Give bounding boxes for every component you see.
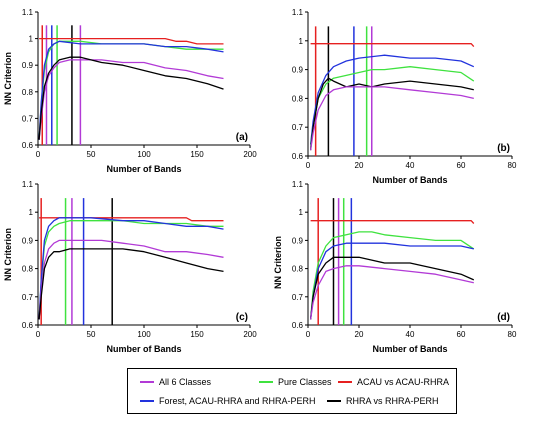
legend-item-pure-classes: Pure Classes xyxy=(259,377,332,387)
x-tick-label: 200 xyxy=(243,150,257,159)
y-tick-label: 0.6 xyxy=(22,321,34,330)
series-line-pure xyxy=(309,231,475,320)
x-tick-label: 80 xyxy=(508,161,517,170)
legend-swatch-forest xyxy=(140,400,154,402)
series-line-all6 xyxy=(309,86,474,151)
series-line-rhra xyxy=(38,248,224,320)
series-line-pure xyxy=(309,66,475,148)
series-line-acau xyxy=(39,37,224,45)
series-line-forest xyxy=(38,40,224,140)
panel-label: (c) xyxy=(236,312,248,323)
series-line-pure xyxy=(38,40,224,140)
panel-3: 0.6 0.7 0.8 0.9 1 1.1 0 50 100 150 200 Number of Ba… xyxy=(3,180,257,354)
legend-label-pure-classes: Pure Classes xyxy=(278,377,332,387)
y-tick-label: 1.1 xyxy=(22,180,34,189)
y-tick-label: 1 xyxy=(299,208,304,217)
x-tick-label: 200 xyxy=(243,330,257,339)
legend-swatch-all-6-classes xyxy=(140,381,154,383)
y-tick-label: 0.9 xyxy=(292,236,304,245)
y-tick-label: 0.9 xyxy=(22,236,34,245)
panel-1: 0.6 0.7 0.8 0.9 1 1.1 0 50 100 150 200 Number of Ba… xyxy=(3,8,257,174)
y-axis-label: NN Criterion xyxy=(3,228,13,281)
legend-item-forest: Forest, ACAU-RHRA and RHRA-PERH xyxy=(140,396,316,406)
series-line-forest xyxy=(38,217,224,320)
legend-item-all-6-classes: All 6 Classes xyxy=(140,377,211,387)
panel-label: (d) xyxy=(497,312,510,323)
panel-4: 0.6 0.7 0.8 0.9 1 1.1 0 20 40 60 80 Number of Bands… xyxy=(273,180,517,354)
x-axis-label: Number of Bands xyxy=(372,175,447,185)
x-tick-label: 40 xyxy=(406,161,415,170)
series-line-all6 xyxy=(309,265,474,320)
x-tick-label: 0 xyxy=(36,150,41,159)
y-tick-label: 0.7 xyxy=(292,293,304,302)
series-line-acau xyxy=(39,217,224,222)
x-axis-label: Number of Bands xyxy=(372,344,447,354)
y-tick-label: 1.1 xyxy=(292,8,304,17)
legend-swatch-rhra-vs-rhra-perh xyxy=(327,400,341,402)
series-line-all6 xyxy=(38,239,224,320)
y-tick-label: 1.1 xyxy=(292,180,304,189)
x-tick-label: 50 xyxy=(87,150,96,159)
x-tick-label: 150 xyxy=(190,330,204,339)
y-axis-label: NN Criterion xyxy=(273,236,283,289)
panel-2: 0.6 0.7 0.8 0.9 1 1.1 0 20 40 60 80 Number of Bands… xyxy=(292,8,517,185)
x-tick-label: 150 xyxy=(190,150,204,159)
legend-label-acau-vs-acau-rhra: ACAU vs ACAU-RHRA xyxy=(357,377,450,387)
series-line-rhra xyxy=(309,256,475,320)
y-tick-label: 0.7 xyxy=(22,293,34,302)
x-tick-label: 20 xyxy=(355,330,364,339)
y-tick-label: 0.9 xyxy=(22,61,34,70)
panel-label: (b) xyxy=(497,143,510,154)
x-tick-label: 60 xyxy=(457,161,466,170)
x-tick-label: 100 xyxy=(137,150,151,159)
legend: All 6 Classes Pure Classes ACAU vs ACAU-… xyxy=(127,368,457,414)
x-tick-label: 80 xyxy=(508,330,517,339)
legend-swatch-pure-classes xyxy=(259,381,273,383)
series-line-acau xyxy=(310,220,475,224)
legend-label-all-6-classes: All 6 Classes xyxy=(159,377,212,387)
y-tick-label: 0.7 xyxy=(22,114,34,123)
y-tick-label: 1.1 xyxy=(22,8,34,17)
legend-label-rhra-vs-rhra-perh: RHRA vs RHRA-PERH xyxy=(346,396,439,406)
y-tick-label: 0.6 xyxy=(292,152,304,161)
x-axis-label: Number of Bands xyxy=(106,344,181,354)
x-tick-label: 60 xyxy=(457,330,466,339)
legend-label-forest: Forest, ACAU-RHRA and RHRA-PERH xyxy=(159,396,316,406)
panel-label: (a) xyxy=(236,132,248,143)
series-line-forest xyxy=(309,54,475,145)
series-line-forest xyxy=(309,242,474,320)
y-tick-label: 1 xyxy=(299,37,304,46)
legend-item-rhra-vs-rhra-perh: RHRA vs RHRA-PERH xyxy=(327,396,439,406)
series-line-rhra xyxy=(38,56,224,140)
y-tick-label: 0.6 xyxy=(22,141,34,150)
legend-item-acau-vs-acau-rhra: ACAU vs ACAU-RHRA xyxy=(338,377,449,387)
series-line-rhra xyxy=(309,77,474,151)
x-tick-label: 0 xyxy=(306,161,311,170)
y-tick-label: 0.8 xyxy=(292,265,304,274)
y-tick-label: 0.8 xyxy=(22,88,34,97)
x-tick-label: 0 xyxy=(36,330,41,339)
x-axis-label: Number of Bands xyxy=(106,164,181,174)
x-tick-label: 50 xyxy=(87,330,96,339)
series-line-all6 xyxy=(38,59,224,140)
y-tick-label: 0.9 xyxy=(292,66,304,75)
y-tick-label: 1 xyxy=(29,208,34,217)
x-tick-label: 100 xyxy=(137,330,151,339)
y-tick-label: 0.7 xyxy=(292,123,304,132)
y-tick-label: 0.8 xyxy=(292,94,304,103)
x-tick-label: 0 xyxy=(306,330,311,339)
y-tick-label: 1 xyxy=(29,35,34,44)
y-axis-label: NN Criterion xyxy=(3,52,13,105)
y-tick-label: 0.6 xyxy=(292,321,304,330)
series-line-acau xyxy=(310,43,475,48)
legend-swatch-acau-vs-acau-rhra xyxy=(338,381,352,383)
y-tick-label: 0.8 xyxy=(22,265,34,274)
x-tick-label: 20 xyxy=(355,161,364,170)
x-tick-label: 40 xyxy=(406,330,415,339)
series-line-pure xyxy=(38,220,224,320)
